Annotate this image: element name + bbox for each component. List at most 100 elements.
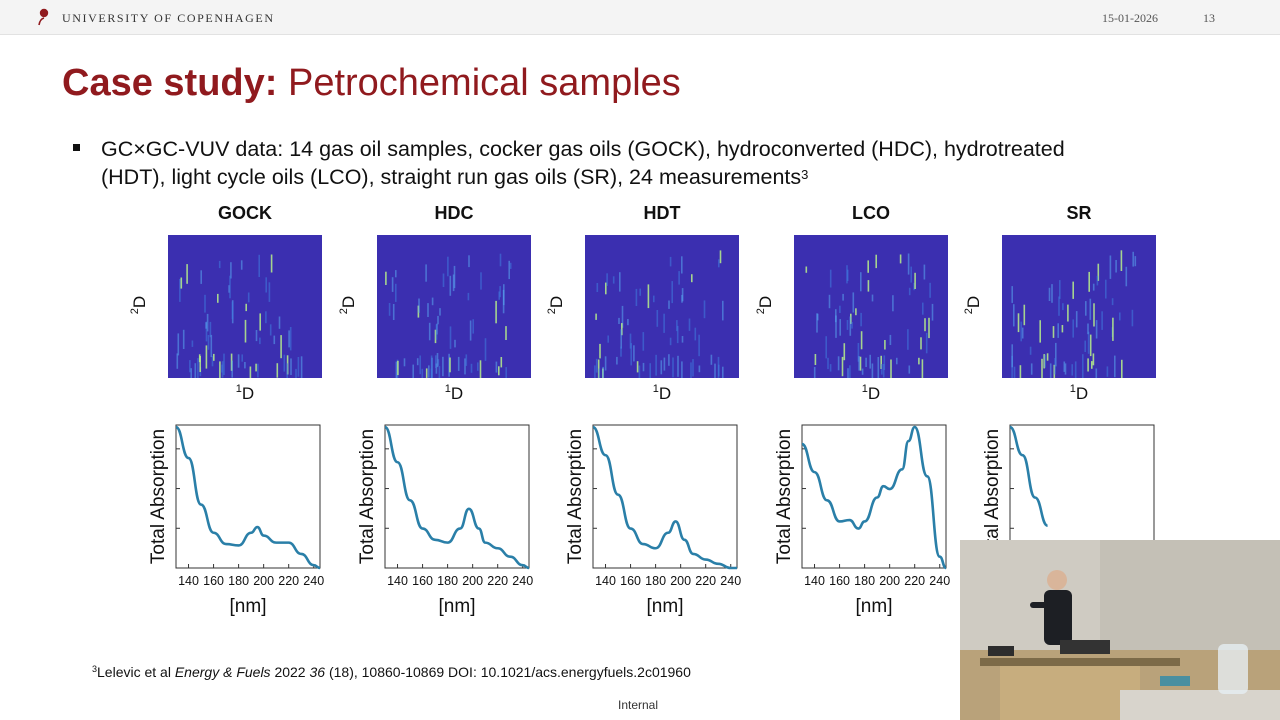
bullet-superscript: 3 <box>801 167 809 182</box>
heatmap-peak <box>607 335 609 343</box>
heatmap-peak <box>500 357 503 368</box>
heatmap-peak <box>453 265 456 289</box>
heatmap-peak <box>660 360 663 375</box>
footnote-marker: 3 <box>92 664 98 674</box>
heatmap-peak <box>621 305 624 328</box>
heatmap-peak <box>442 356 444 377</box>
heatmap-peak <box>633 345 635 362</box>
heatmap-peak <box>669 256 672 267</box>
heatmap-peak <box>204 294 206 313</box>
heatmap-peak <box>621 323 623 336</box>
heatmap-peak <box>860 312 862 327</box>
heatmap-peak <box>681 256 683 274</box>
heatmap-peak <box>636 361 639 373</box>
heatmap-y-label: 2D <box>129 295 149 315</box>
heatmap-peak <box>931 303 934 321</box>
heatmap-peak <box>860 331 863 350</box>
heatmap-peak <box>231 301 234 319</box>
bullet-text: GC×GC-VUV data: 14 gas oil samples, cock… <box>101 135 1181 191</box>
heatmap-peak <box>1053 364 1056 378</box>
heatmap-peak <box>1106 366 1109 377</box>
heatmap-peak <box>288 330 290 348</box>
heatmap-peak <box>635 288 638 306</box>
heatmap-peak <box>861 368 864 375</box>
heatmap-peak <box>880 355 882 369</box>
heatmap-peak <box>722 300 724 321</box>
heatmap-peak <box>1089 334 1092 357</box>
heatmap-peak <box>268 282 271 302</box>
heatmap-peak <box>286 363 288 378</box>
heatmap-peak <box>865 357 867 367</box>
heatmap-peak <box>1132 251 1134 267</box>
heatmap-peak <box>200 270 202 284</box>
heatmap-peak <box>437 315 439 325</box>
heatmap-peak <box>218 260 221 269</box>
heatmap-peak <box>691 274 693 283</box>
heatmap-peak <box>619 272 621 292</box>
heatmap-peak <box>829 269 832 288</box>
x-tick-label: 220 <box>278 574 299 588</box>
heatmap-peak <box>1084 340 1086 352</box>
heatmap-y-label: 2D <box>546 295 566 315</box>
heatmap-peak <box>1017 313 1020 333</box>
heatmap-peak <box>1095 320 1098 339</box>
heatmap-peak <box>1131 309 1134 327</box>
heatmap-peak <box>647 284 650 309</box>
x-tick-label: 200 <box>462 574 483 588</box>
heatmap-peak <box>435 324 438 340</box>
heatmap-peak <box>199 356 201 372</box>
heatmap-peak <box>620 346 622 357</box>
bullet-marker <box>73 144 80 151</box>
heatmap-peak <box>867 280 870 292</box>
heatmap-peak <box>843 343 846 361</box>
heatmap-peak <box>191 340 194 347</box>
heatmap-peak <box>663 357 666 371</box>
heatmap-peak <box>676 325 679 344</box>
heatmap-peak <box>1041 358 1043 378</box>
footnote-volume: 36 <box>309 664 326 680</box>
heatmap-peak <box>295 368 297 378</box>
heatmap-peak <box>289 327 292 351</box>
heatmap-peak <box>1120 250 1123 271</box>
heatmap-peak <box>448 353 450 377</box>
spectrum-series-line <box>1009 425 1049 527</box>
heatmap-peak <box>508 260 510 280</box>
heatmap-peak <box>839 319 841 336</box>
heatmap-peak <box>391 277 394 292</box>
heatmap-peak <box>244 319 247 343</box>
heatmap-peak <box>280 335 282 359</box>
heatmap-peak <box>290 358 292 375</box>
heatmap-peak <box>1082 354 1084 378</box>
heatmap-peak <box>925 332 928 354</box>
heatmap-peak <box>205 321 208 342</box>
heatmap-peak <box>839 305 841 313</box>
heatmap-peak <box>921 359 924 378</box>
heatmap-x-label: 1D <box>444 383 464 403</box>
heatmap-peak <box>698 334 700 357</box>
heatmap-peak <box>1092 283 1095 291</box>
heatmap-peak <box>1051 284 1053 303</box>
heatmap-peak <box>434 329 437 344</box>
heatmap-peak <box>923 264 926 280</box>
heatmap-peak <box>629 333 632 349</box>
heatmap-peak <box>1057 323 1059 338</box>
heatmap-peak <box>418 298 420 313</box>
heatmap-peak <box>596 283 599 292</box>
heatmap-peak <box>499 286 501 298</box>
plot-frame <box>175 424 321 569</box>
heatmap-peak <box>241 354 243 362</box>
heatmap-peak <box>653 295 655 303</box>
heatmap-peak <box>1072 319 1074 338</box>
heatmap-peak <box>1087 323 1089 335</box>
heatmap-peak <box>1067 304 1069 322</box>
heatmap-peak <box>464 358 466 375</box>
heatmap-peak <box>1058 296 1060 316</box>
heatmap-peak <box>671 281 673 304</box>
heatmap-peak <box>655 354 657 376</box>
x-tick-label: 240 <box>303 574 324 588</box>
heatmap-peak <box>300 356 303 378</box>
heatmap-peak <box>229 275 231 299</box>
heatmap-peak <box>627 319 629 326</box>
heatmap-peak <box>929 282 931 298</box>
heatmap-peak <box>477 362 479 371</box>
